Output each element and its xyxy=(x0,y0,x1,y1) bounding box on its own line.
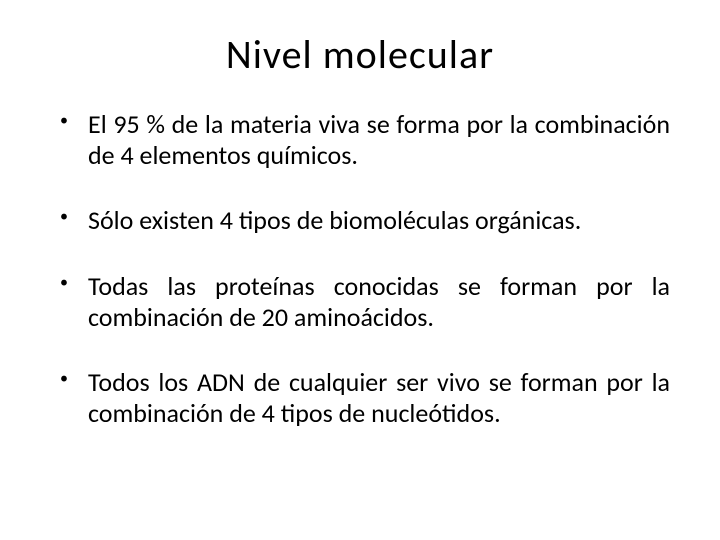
list-item: Todas las proteínas conocidas se forman … xyxy=(60,271,670,333)
list-item: Sólo existen 4 tipos de biomoléculas org… xyxy=(60,205,670,236)
slide: Nivel molecular El 95 % de la materia vi… xyxy=(0,0,720,540)
list-item: Todos los ADN de cualquier ser vivo se f… xyxy=(60,367,670,429)
bullet-list: El 95 % de la materia viva se forma por … xyxy=(60,109,670,429)
list-item: El 95 % de la materia viva se forma por … xyxy=(60,109,670,171)
slide-title: Nivel molecular xyxy=(40,30,680,79)
